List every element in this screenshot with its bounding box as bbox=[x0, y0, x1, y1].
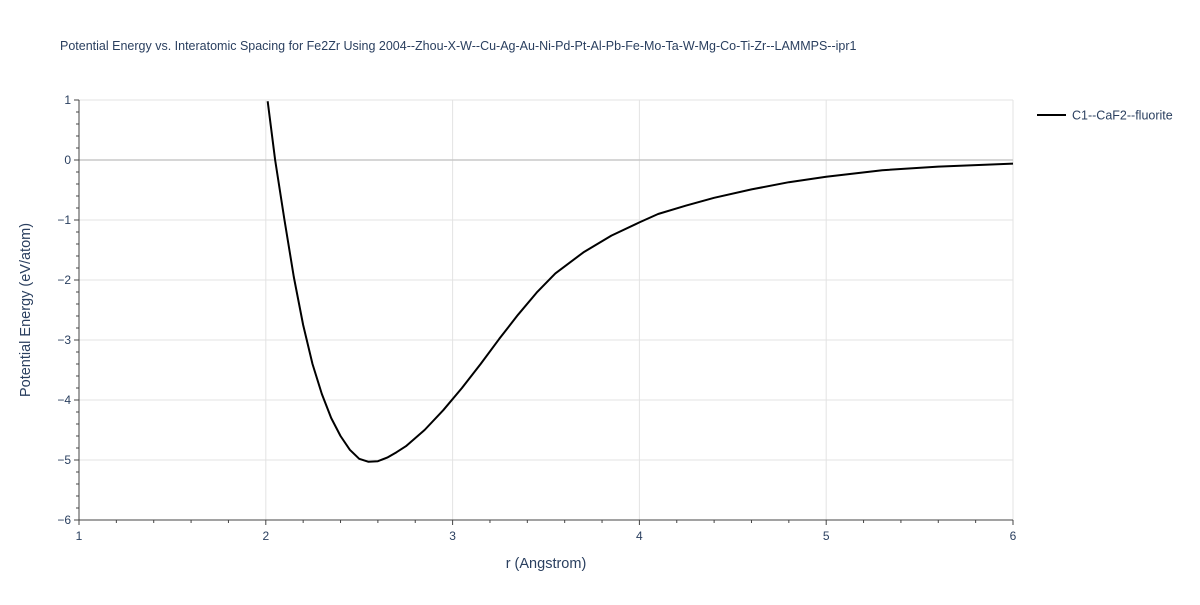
legend[interactable]: C1--CaF2--fluorite bbox=[1037, 109, 1173, 123]
y-tick-label: −6 bbox=[57, 513, 71, 527]
y-tick-label: 1 bbox=[64, 93, 71, 107]
x-tick-label: 5 bbox=[823, 529, 830, 543]
series-layer bbox=[266, 101, 1014, 463]
axes-layer: 1 2 3 4 5 6 1 0 −1 −2 −3 −4 −5 −6 bbox=[57, 93, 1016, 543]
x-tick-label: 6 bbox=[1010, 529, 1017, 543]
y-tick-label: −1 bbox=[57, 213, 71, 227]
x-axis-label: r (Angstrom) bbox=[506, 556, 587, 572]
grid-layer bbox=[79, 99, 1014, 520]
y-axis-label: Potential Energy (eV/atom) bbox=[18, 223, 34, 397]
y-tick-label: −4 bbox=[57, 393, 71, 407]
y-tick-label: −2 bbox=[57, 273, 71, 287]
x-tick-label: 2 bbox=[262, 529, 269, 543]
legend-label: C1--CaF2--fluorite bbox=[1072, 109, 1173, 123]
x-tick-label: 1 bbox=[76, 529, 83, 543]
chart-title: Potential Energy vs. Interatomic Spacing… bbox=[60, 39, 857, 53]
y-tick-label: 0 bbox=[64, 153, 71, 167]
x-tick-label: 4 bbox=[636, 529, 643, 543]
series-line bbox=[266, 101, 1014, 463]
y-tick-label: −3 bbox=[57, 333, 71, 347]
y-tick-label: −5 bbox=[57, 453, 71, 467]
x-tick-label: 3 bbox=[449, 529, 456, 543]
